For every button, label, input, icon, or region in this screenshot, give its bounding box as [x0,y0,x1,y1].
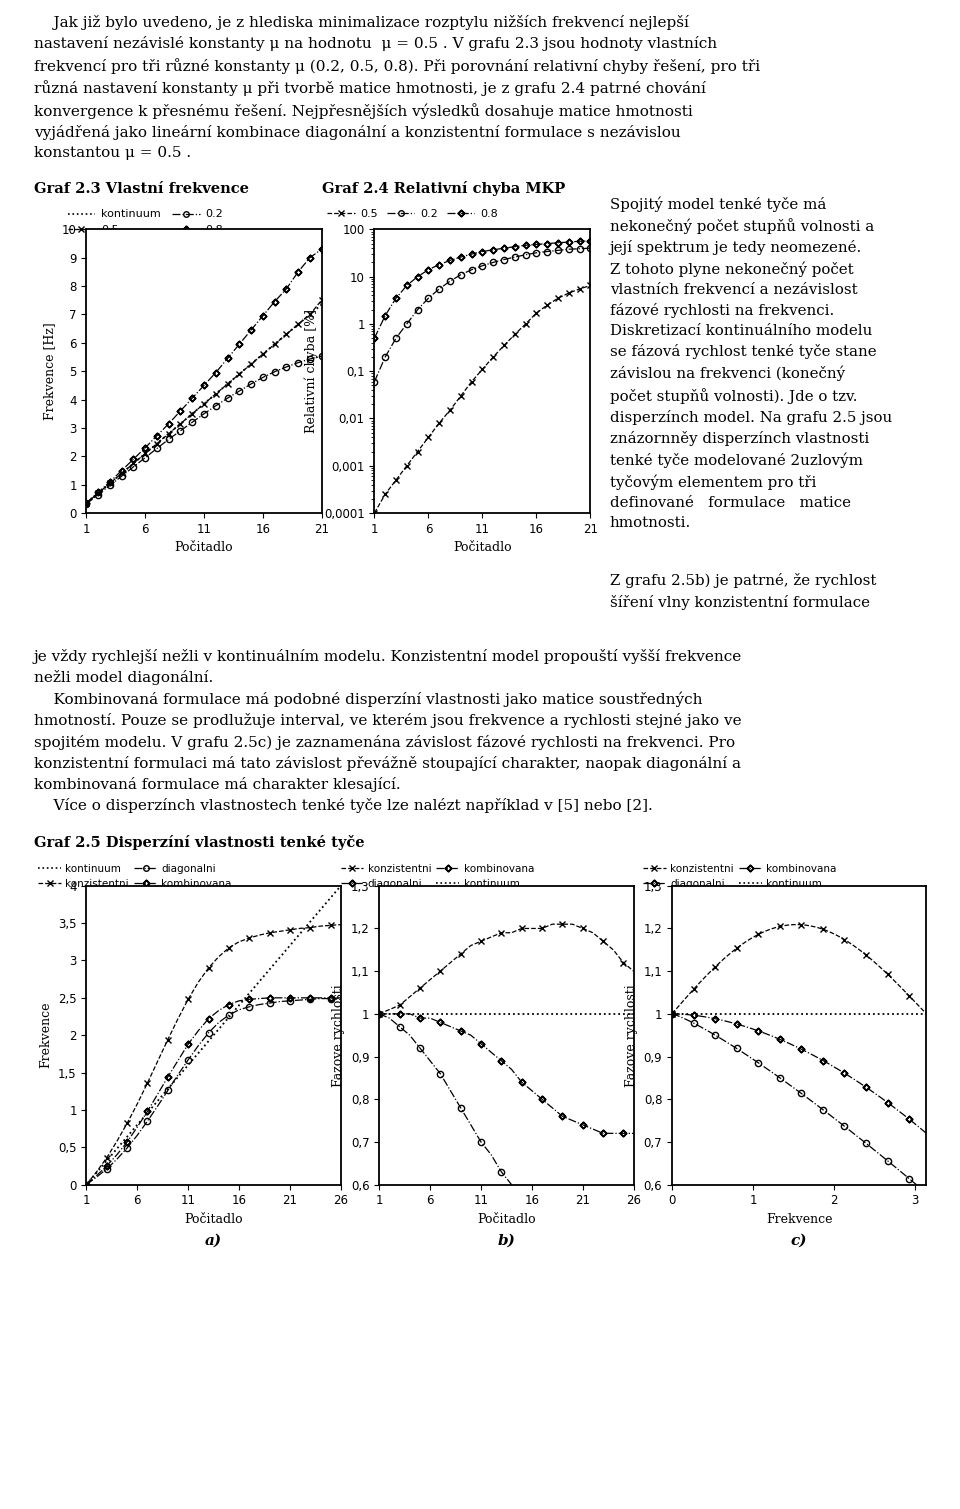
X-axis label: Frekvence: Frekvence [766,1213,832,1225]
X-axis label: Počitadlo: Počitadlo [453,542,512,554]
Text: Graf 2.4 Relativní chyba MKP: Graf 2.4 Relativní chyba MKP [322,181,564,196]
Legend: 0.5, 0.2, 0.8: 0.5, 0.2, 0.8 [323,204,502,223]
Text: Graf 2.3 Vlastní frekvence: Graf 2.3 Vlastní frekvence [34,181,249,196]
Text: Spojitý model tenké tyče má
nekonečný počet stupňů volnosti a
její spektrum je t: Spojitý model tenké tyče má nekonečný po… [610,196,892,530]
X-axis label: Počitadlo: Počitadlo [175,542,233,554]
Y-axis label: Frekvence: Frekvence [39,1002,53,1068]
Text: Z grafu 2.5b) je patrné, že rychlost
šíření vlny konzistentní formulace: Z grafu 2.5b) je patrné, že rychlost šíř… [610,573,876,610]
Legend: konzistentni, diagonalni, kombinovana, kontinuum: konzistentni, diagonalni, kombinovana, k… [638,860,841,893]
Legend: kontinuum, konzistentni, diagonalni, kombinovana: kontinuum, konzistentni, diagonalni, kom… [34,860,236,893]
Text: b): b) [497,1233,516,1248]
Text: Jak již bylo uvedeno, je z hlediska minimalizace rozptylu nižších frekvencí nejl: Jak již bylo uvedeno, je z hlediska mini… [34,15,759,160]
Y-axis label: Fazove rychlosti: Fazove rychlosti [625,984,638,1086]
Text: Graf 2.5 Disperzíní vlastnosti tenké tyče: Graf 2.5 Disperzíní vlastnosti tenké tyč… [34,834,364,850]
Y-axis label: Frekvence [Hz]: Frekvence [Hz] [43,323,57,420]
Legend: kontinuum, 0.5, 0.2, 0.8: kontinuum, 0.5, 0.2, 0.8 [63,205,228,240]
Text: je vždy rychlejší nežli v kontinuálním modelu. Konzistentní model propouští vyšš: je vždy rychlejší nežli v kontinuálním m… [34,649,742,813]
X-axis label: Počitadlo: Počitadlo [477,1213,536,1225]
X-axis label: Počitadlo: Počitadlo [184,1213,243,1225]
Text: c): c) [791,1233,807,1248]
Text: a): a) [205,1233,222,1248]
Y-axis label: Fazove rychlosti: Fazove rychlosti [332,984,346,1086]
Legend: konzistentni, diagonalni, kombinovana, kontinuum: konzistentni, diagonalni, kombinovana, k… [336,860,539,893]
Y-axis label: Relativní chyba [%]: Relativní chyba [%] [305,309,319,433]
